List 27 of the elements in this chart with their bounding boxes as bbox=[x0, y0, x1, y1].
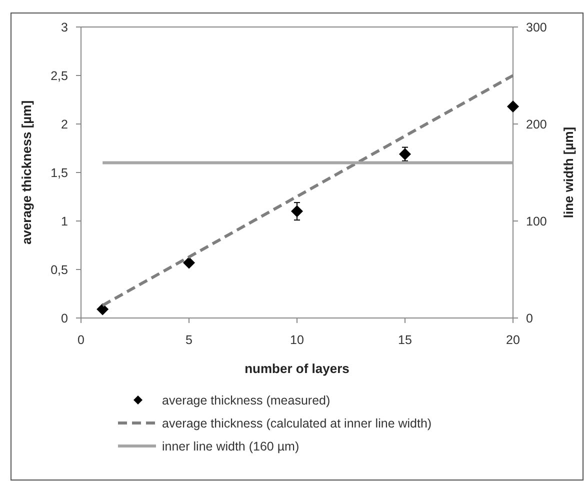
y-tick-label: 0,5 bbox=[50, 263, 68, 277]
y-tick-label: 3 bbox=[61, 20, 68, 34]
x-tick-label: 5 bbox=[186, 333, 193, 347]
y-axis-title: average thickness [µm] bbox=[19, 100, 34, 245]
y2-tick-label: 100 bbox=[526, 214, 547, 228]
y2-tick-label: 200 bbox=[526, 118, 547, 132]
x-tick-label: 20 bbox=[506, 333, 520, 347]
point bbox=[291, 205, 303, 218]
x-tick-label: 15 bbox=[398, 333, 412, 347]
x-tick-label: 10 bbox=[290, 333, 304, 347]
legend-label: average thickness (calculated at inner line width) bbox=[162, 416, 432, 430]
y2-tick-label: 300 bbox=[526, 20, 547, 34]
point bbox=[96, 303, 109, 316]
x-tick-label: 0 bbox=[78, 333, 85, 347]
x-axis-title: number of layers bbox=[244, 361, 350, 376]
point bbox=[183, 256, 195, 269]
y-tick-label: 1 bbox=[61, 214, 68, 228]
point bbox=[399, 148, 411, 160]
point bbox=[507, 100, 519, 113]
y-tick-label: 2,5 bbox=[50, 69, 68, 83]
y2-axis-title: line width [µm] bbox=[561, 126, 576, 218]
y-tick-label: 2 bbox=[61, 118, 68, 132]
y2-tick-label: 0 bbox=[526, 312, 533, 326]
y-tick-label: 1,5 bbox=[50, 166, 68, 180]
legend-label: average thickness (measured) bbox=[162, 394, 330, 408]
legend-label: inner line width (160 µm) bbox=[162, 440, 300, 454]
y-tick-label: 0 bbox=[61, 312, 68, 326]
